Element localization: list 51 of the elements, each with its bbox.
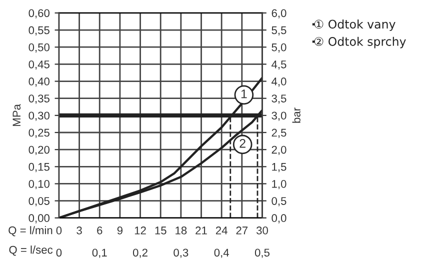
x2-axis-title: Q = l/sec: [9, 246, 53, 256]
y2-tick-label: 2,0: [272, 146, 286, 156]
y-tick-label: 0,10: [28, 180, 50, 190]
y-tick-label: 0,35: [28, 94, 50, 104]
y2-tick-label: 0,0: [272, 214, 286, 224]
x-tick-label: 9: [117, 226, 123, 234]
annotation: 2: [240, 138, 246, 148]
x2-tick-label: 0: [56, 248, 62, 257]
y-tick-label: 0,30: [28, 112, 50, 121]
x-tick-label: 18: [176, 226, 187, 234]
y-tick-label: 0,05: [28, 197, 50, 206]
x2-tick-label: 0,4: [214, 248, 229, 258]
y-tick-label: 0,60: [28, 9, 50, 18]
y2-tick-label: 3,5: [272, 94, 286, 104]
y2-tick-label: 5,0: [272, 43, 286, 53]
y2-tick-label: 2,5: [272, 128, 286, 138]
x-tick-label: 24: [216, 226, 228, 234]
y2-tick-label: 1,5: [272, 163, 286, 172]
y2-tick-label: 0,5: [272, 197, 286, 206]
legend-label: ② Odtok sprchy: [314, 36, 406, 48]
y-tick-label: 0,25: [28, 128, 50, 138]
y2-tick-label: 5,5: [272, 26, 286, 36]
x-tick-label: 12: [134, 226, 146, 234]
y-tick-label: 0,55: [28, 26, 50, 36]
y2-tick-label: 1,0: [272, 180, 286, 190]
y-tick-label: 0,45: [28, 60, 50, 70]
x-axis-title: Q = l/min: [8, 226, 52, 236]
y-tick-label: 0,15: [28, 162, 50, 172]
x2-tick-label: 0,3: [174, 248, 188, 258]
y2-axis-title: bar: [292, 108, 300, 123]
y-tick-label: 0,40: [28, 78, 50, 87]
x-tick-label: 30: [256, 226, 268, 234]
x-tick-label: 3: [76, 226, 82, 234]
x2-tick-label: 0,2: [132, 248, 148, 258]
x-tick-label: 21: [196, 226, 207, 234]
y2-tick-label: 6,0: [272, 9, 286, 18]
y-tick-label: 0,00: [28, 214, 50, 224]
x2-tick-label: 0,5: [254, 248, 270, 258]
y2-tick-label: 3,0: [272, 112, 286, 121]
x-tick-label: 15: [155, 226, 166, 234]
x-tick-label: 6: [97, 226, 102, 234]
y2-tick-label: 4,0: [272, 78, 286, 87]
y-tick-label: 0,50: [28, 43, 50, 53]
annotation: 1: [241, 90, 247, 98]
y-axis-title: MPa: [12, 104, 21, 126]
x2-tick-label: 0,1: [92, 248, 107, 258]
y2-tick-label: 4,5: [272, 60, 286, 70]
y-tick-label: 0,20: [28, 146, 50, 156]
legend-label: ① Odtok vany: [314, 19, 396, 31]
x-tick-label: 0: [56, 226, 62, 234]
x-tick-label: 27: [236, 226, 248, 234]
